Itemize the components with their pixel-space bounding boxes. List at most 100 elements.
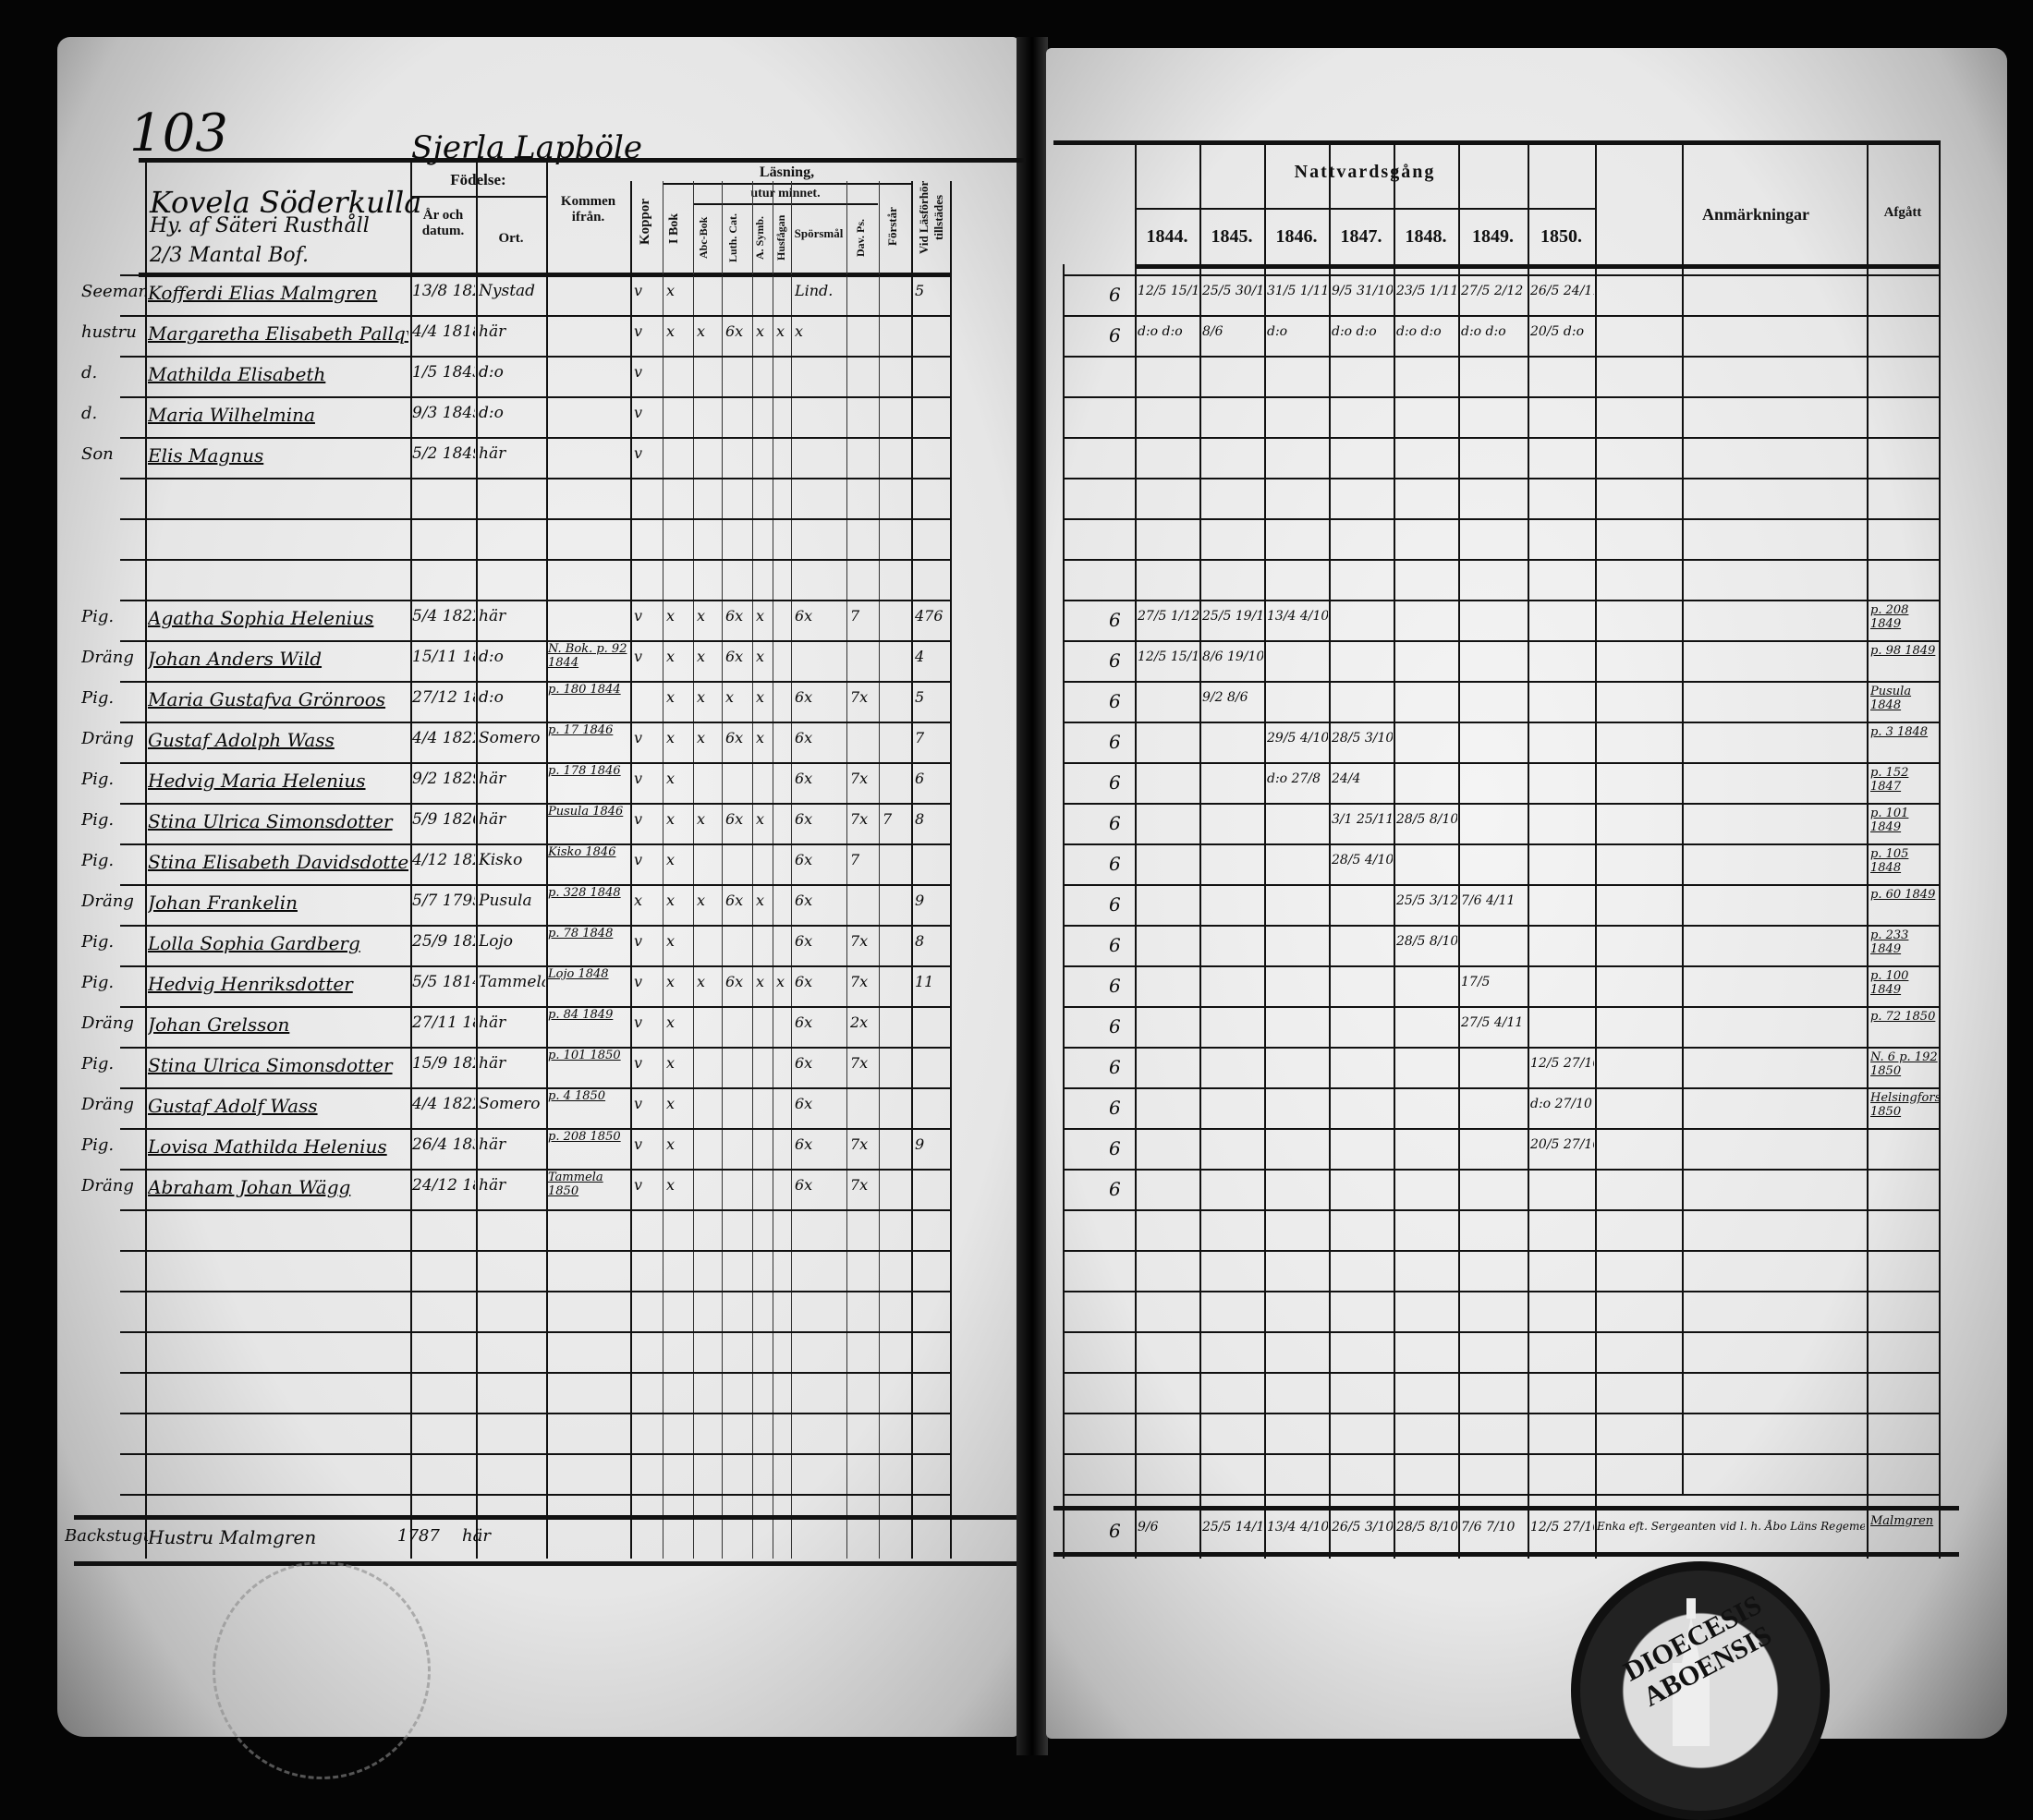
reading-mark: v <box>634 770 643 787</box>
page-number: 103 <box>129 103 228 164</box>
row-line <box>120 681 950 683</box>
reading-mark: Lind. <box>795 282 834 299</box>
row-line <box>120 274 950 276</box>
person-name: Maria Gustafva Grönroos <box>148 688 386 710</box>
person-name: Margaretha Elisabeth Pallqvist <box>148 322 408 345</box>
moved-from: p. 180 1844 <box>548 683 621 697</box>
moved-from: Lojo 1848 <box>548 967 609 981</box>
reading-mark: 6x <box>725 607 744 625</box>
right-row-line <box>1063 803 1939 805</box>
right-row-line <box>1063 1209 1939 1211</box>
right-row-line <box>1063 1169 1939 1171</box>
right-top-rule <box>1053 140 1941 145</box>
moved-from: p. 178 1846 <box>548 764 621 778</box>
birth-date: 27/12 1829 <box>412 688 475 707</box>
moved-from: p. 4 1850 <box>548 1089 606 1103</box>
row-title: Pig. <box>81 810 115 830</box>
row-line <box>120 1047 950 1049</box>
row-line <box>120 1413 950 1414</box>
right-footer-rule-bottom <box>1053 1552 1959 1557</box>
birth-date: 26/4 1835 <box>412 1135 475 1154</box>
communion-date: d:o d:o <box>1332 324 1377 339</box>
minnet-rule <box>693 203 878 205</box>
right-row-line <box>1063 1250 1939 1252</box>
reading-mark: v <box>634 648 643 665</box>
header-dav: Dav. Ps. <box>854 218 867 257</box>
row-line <box>120 925 950 927</box>
diocese-stamp: DIOECESIS ABOENSIS <box>1571 1561 1830 1820</box>
communion-mark: 6 <box>1109 1015 1121 1037</box>
header-afgatt: Afgått <box>1883 205 1922 220</box>
moved-to: p. 101 1849 <box>1870 807 1909 834</box>
birth-date: 13/8 1821 <box>412 282 475 300</box>
reading-mark: x <box>666 607 676 625</box>
communion-date: 23/5 1/11 <box>1396 284 1457 298</box>
row-line <box>120 1372 950 1374</box>
header-ort: Ort. <box>498 231 524 246</box>
reading-mark: x <box>697 322 706 340</box>
birth-place: här <box>479 1054 506 1073</box>
communion-date: 12/5 27/10 <box>1530 1056 1594 1071</box>
reading-mark: x <box>725 688 735 706</box>
person-name: Kofferdi Elias Malmgren <box>148 282 378 304</box>
header-luth: Luth. Cat. <box>726 212 739 262</box>
year-header: 1850. <box>1540 226 1582 247</box>
reading-mark: x <box>697 607 706 625</box>
row-line <box>120 315 950 317</box>
reading-mark: 7 <box>883 810 893 828</box>
communion-mark: 6 <box>1109 324 1121 346</box>
birth-date: 4/4 1822 <box>412 729 475 747</box>
person-name: Agatha Sophia Helenius <box>148 607 374 629</box>
footer-born: 1787 <box>397 1526 440 1546</box>
estate-line: 2/3 Mantal Bof. <box>150 244 309 267</box>
row-title: Pig. <box>81 1135 115 1155</box>
right-row-line <box>1063 437 1939 439</box>
person-name: Mathilda Elisabeth <box>148 363 326 385</box>
right-column-line <box>1939 140 1941 1559</box>
communion-date: 28/5 8/10 <box>1396 812 1457 827</box>
fodelse-rule <box>410 196 546 198</box>
birth-date: 1/5 1843 <box>412 363 475 382</box>
reading-mark: x <box>697 892 706 909</box>
right-row-line <box>1063 356 1939 358</box>
footer-rule <box>74 1515 1016 1520</box>
moved-from: p. 78 1848 <box>548 927 614 940</box>
header-nattvard: Nattvardsgång <box>1294 162 1436 182</box>
reading-mark: x <box>666 810 676 828</box>
column-line <box>693 181 694 1559</box>
communion-mark: 6 <box>1109 853 1121 875</box>
reading-mark: 6x <box>795 932 813 950</box>
attendance: 5 <box>915 282 925 299</box>
reading-mark: 7x <box>850 810 869 828</box>
row-title: Pig. <box>81 1054 115 1074</box>
communion-date: 8/6 19/10 <box>1202 649 1263 664</box>
communion-date: 17/5 <box>1461 975 1491 989</box>
footer-place: här <box>462 1526 491 1546</box>
reading-mark: v <box>634 444 643 462</box>
right-row-line <box>1063 478 1939 479</box>
communion-mark: 6 <box>1109 812 1121 834</box>
right-column-line <box>1199 140 1201 1559</box>
right-row-line <box>1063 722 1939 723</box>
moved-to: p. 152 1847 <box>1870 766 1909 794</box>
stamp-church-icon <box>1673 1598 1710 1746</box>
communion-date: 27/5 4/11 <box>1461 1015 1524 1030</box>
communion-date: 12/5 15/12 <box>1138 284 1199 298</box>
row-title: Dräng <box>81 729 134 748</box>
right-row-line <box>1063 762 1939 764</box>
row-line <box>120 803 950 805</box>
communion-date: 3/1 25/11 <box>1332 812 1393 827</box>
right-column-line <box>1264 140 1266 1559</box>
attendance: 476 <box>915 607 943 625</box>
row-title: hustru <box>81 322 137 342</box>
reading-mark: x <box>666 973 676 990</box>
column-line <box>546 158 548 1559</box>
birth-date: 5/4 1822 <box>412 607 475 625</box>
column-line <box>950 181 952 1559</box>
communion-mark: 6 <box>1109 934 1121 956</box>
reading-mark: 7 <box>850 607 860 625</box>
reading-mark: v <box>634 851 643 868</box>
row-line <box>120 1209 950 1211</box>
reading-mark: x <box>697 973 706 990</box>
reading-mark: v <box>634 1095 643 1112</box>
